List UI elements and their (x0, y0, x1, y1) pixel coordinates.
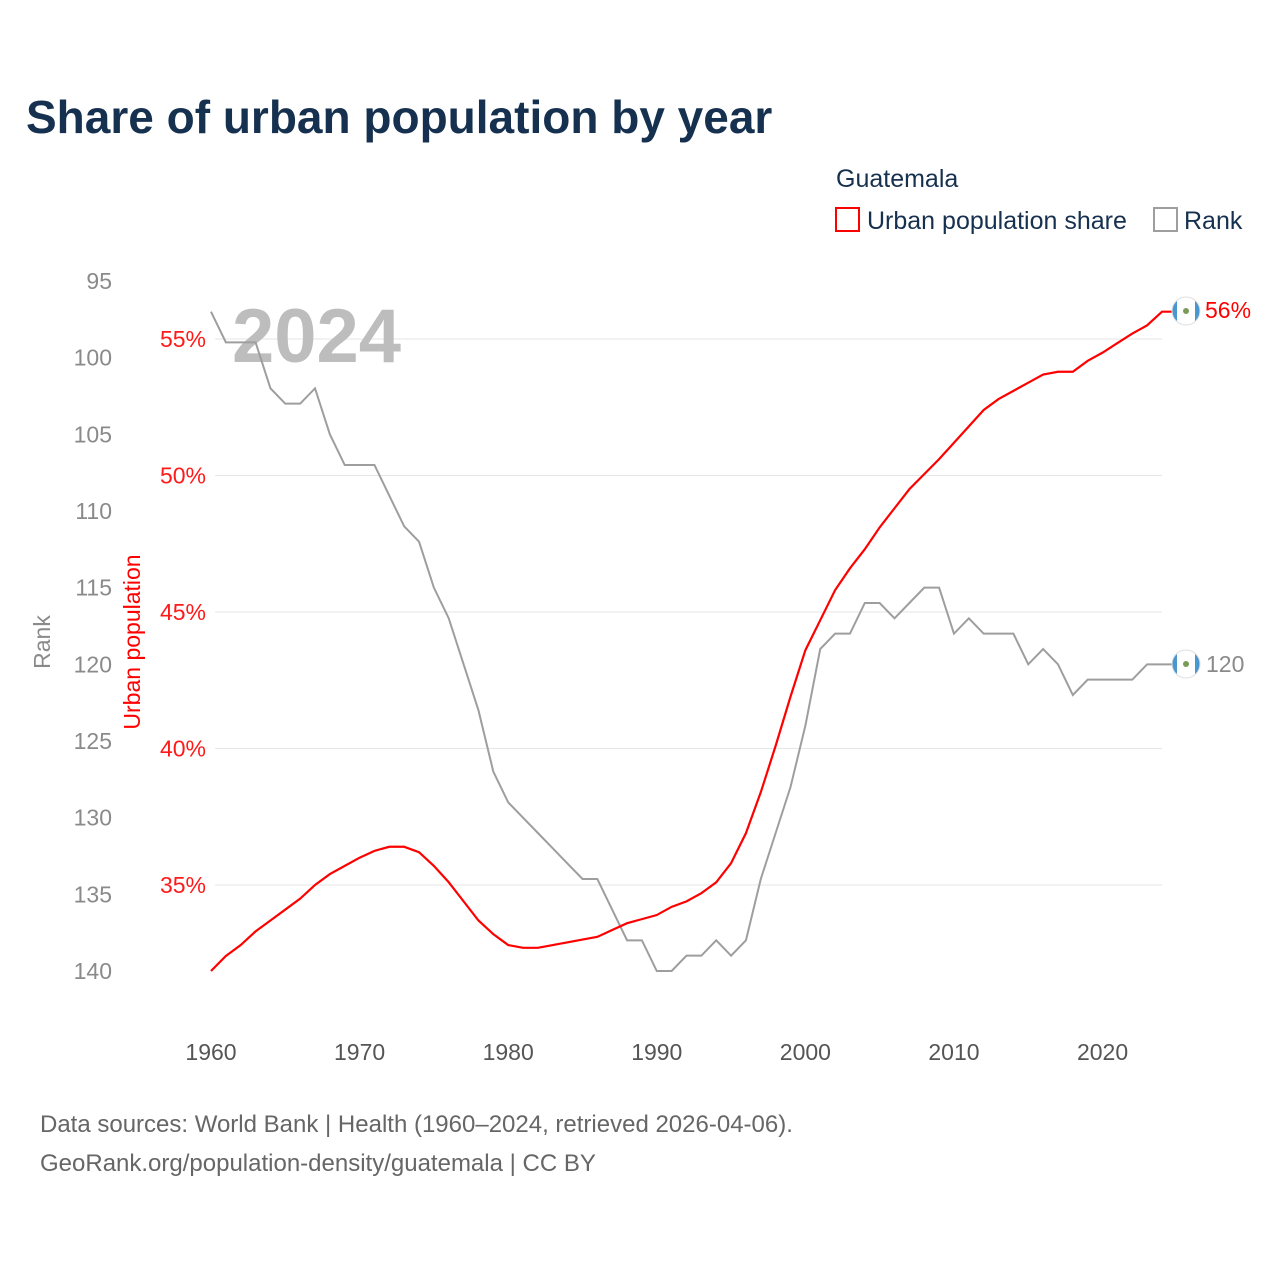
year-watermark: 2024 (232, 294, 401, 379)
rank-tick-label: 140 (74, 958, 112, 984)
rank-end-label: 120 (1206, 651, 1244, 677)
x-tick-label: 2020 (1077, 1039, 1128, 1065)
legend-entry-urban[interactable]: Urban population share (835, 207, 1127, 235)
urban-series-line (210, 310, 1172, 972)
source-link[interactable]: GeoRank.org/population-density/guatemala… (40, 1150, 596, 1177)
x-tick-label: 2010 (928, 1039, 979, 1065)
guatemala-flag-icon (1171, 296, 1201, 326)
grid (215, 338, 1162, 886)
urban-tick-label: 55% (160, 326, 206, 352)
rank-tick-label: 120 (74, 651, 112, 677)
source-line-1: Data sources: World Bank | Health (1960–… (40, 1111, 793, 1138)
x-tick-label: 1970 (334, 1039, 385, 1065)
urban-axis-label: Urban population (119, 554, 145, 729)
urban-tick-label: 35% (160, 872, 206, 898)
urban-tick-label: 45% (160, 599, 206, 625)
legend-swatch-urban (835, 207, 860, 232)
x-tick-label: 1960 (185, 1039, 236, 1065)
rank-tick-label: 125 (74, 728, 112, 754)
x-tick-label: 1980 (483, 1039, 534, 1065)
legend-label-rank: Rank (1184, 207, 1243, 235)
rank-tick-label: 115 (75, 575, 112, 601)
rank-axis: 95 100 105 110 115 120 125 130 135 140 (74, 268, 112, 984)
guatemala-flag-icon (1171, 649, 1201, 679)
rank-tick-label: 135 (74, 881, 112, 907)
rank-tick-label: 105 (74, 421, 112, 447)
legend-swatch-rank (1153, 207, 1178, 232)
rank-tick-label: 100 (74, 345, 112, 371)
legend-title: Guatemala (836, 165, 958, 193)
rank-tick-label: 130 (74, 805, 112, 831)
rank-axis-label: Rank (29, 615, 55, 669)
urban-end-label: 56% (1205, 297, 1251, 323)
urban-end-marker: 56% (1171, 296, 1251, 326)
x-axis: 1960 1970 1980 1990 2000 2010 2020 (185, 1039, 1128, 1065)
chart-title: Share of urban population by year (26, 91, 772, 143)
x-tick-label: 1990 (631, 1039, 682, 1065)
urban-axis: 35% 40% 45% 50% 55% (160, 326, 206, 898)
urban-tick-label: 40% (160, 736, 206, 762)
rank-tick-label: 95 (86, 268, 112, 294)
rank-series-line (210, 311, 1172, 972)
legend-entry-rank[interactable]: Rank (1153, 207, 1243, 235)
data-points (210, 311, 1163, 972)
urban-tick-label: 50% (160, 463, 206, 489)
x-tick-label: 2000 (780, 1039, 831, 1065)
rank-end-marker: 120 (1171, 649, 1244, 679)
legend-label-urban: Urban population share (867, 207, 1127, 235)
rank-tick-label: 110 (75, 498, 112, 524)
